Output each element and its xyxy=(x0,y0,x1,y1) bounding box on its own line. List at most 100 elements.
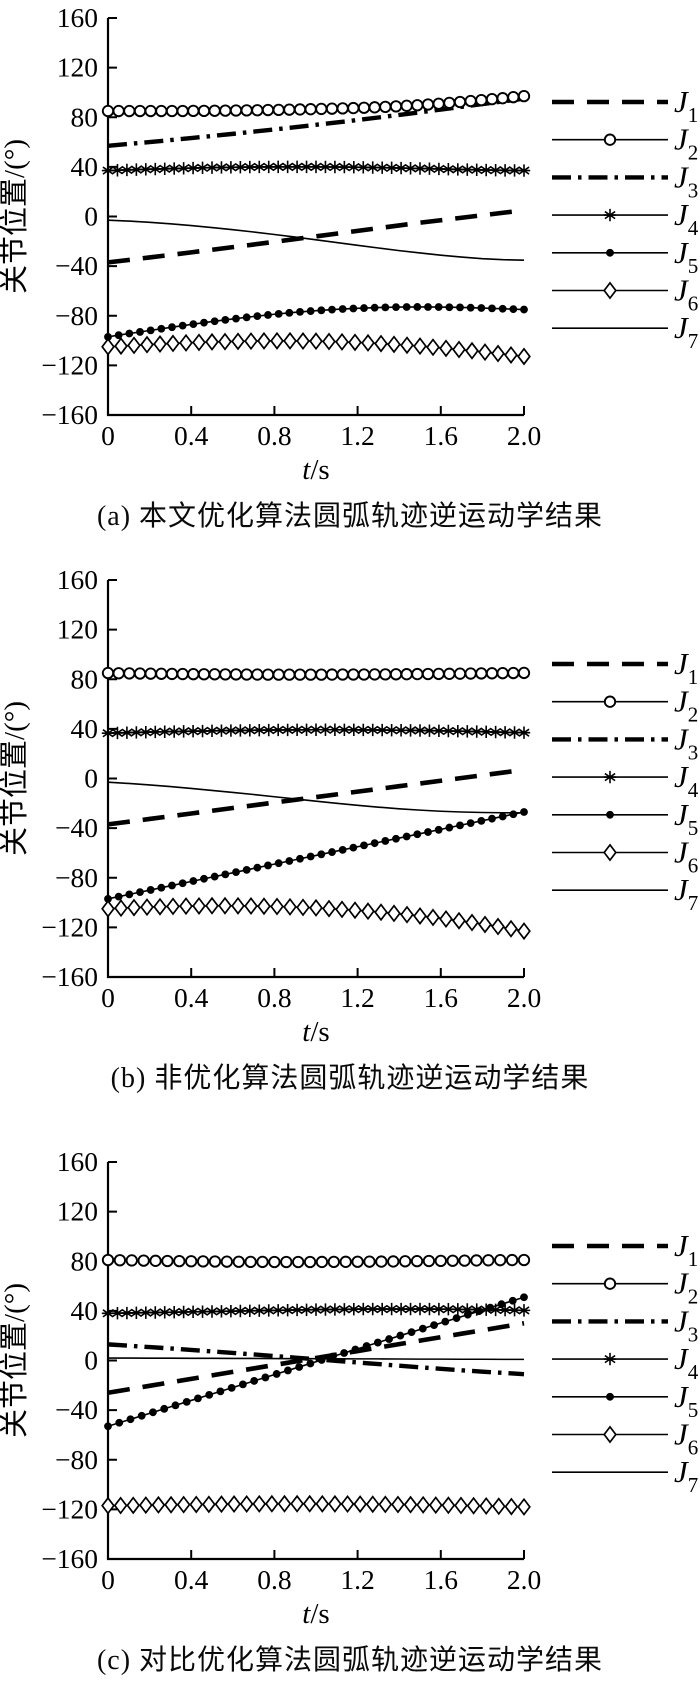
asterisk-marker xyxy=(234,1304,247,1318)
open-diamond-marker xyxy=(504,345,518,364)
figure-b: 160 120 80 40 0 −40 −80 −120 −160 0 0.4 0.8 1.2 1.6 2.… xyxy=(0,564,700,1096)
open-diamond-marker xyxy=(478,343,492,362)
asterisk-marker xyxy=(149,162,162,176)
open-circle-marker xyxy=(432,97,445,110)
open-diamond-marker xyxy=(452,340,466,359)
filled-circle-marker xyxy=(424,303,432,311)
open-circle-marker xyxy=(379,100,392,114)
open-diamond-marker xyxy=(465,341,479,360)
open-diamond-marker xyxy=(603,1425,617,1444)
x-tick-label: 0 xyxy=(101,420,115,451)
open-diamond-marker xyxy=(302,1494,317,1513)
asterisk-marker xyxy=(423,162,436,175)
open-circle-marker xyxy=(261,668,275,681)
series-markers-J6 xyxy=(101,331,531,366)
filled-circle-marker xyxy=(445,303,454,312)
asterisk-marker xyxy=(366,161,379,174)
open-circle-marker xyxy=(347,101,360,115)
filled-circle-marker xyxy=(296,854,304,863)
filled-circle-marker xyxy=(146,326,155,335)
open-circle-marker xyxy=(165,667,179,681)
asterisk-marker xyxy=(319,723,332,736)
asterisk-marker xyxy=(385,723,398,737)
legend-label: J4 xyxy=(674,197,699,240)
x-tick-label: 0 xyxy=(101,1564,115,1595)
asterisk-marker xyxy=(253,1304,266,1317)
asterisk-marker xyxy=(461,163,474,176)
filled-circle-marker xyxy=(488,814,496,823)
asterisk-marker xyxy=(366,1302,379,1316)
asterisk-marker xyxy=(167,1305,181,1319)
legend-label-subscript: 1 xyxy=(688,103,699,127)
filled-circle-marker xyxy=(149,1408,157,1417)
series-markers-J5 xyxy=(104,1293,528,1431)
filled-circle-marker xyxy=(413,830,422,839)
asterisk-marker xyxy=(215,161,228,174)
open-circle-marker xyxy=(327,1255,340,1269)
y-tick-label: −80 xyxy=(55,300,98,331)
legend-label-subscript: 2 xyxy=(688,141,699,165)
filled-circle-marker xyxy=(349,304,358,313)
open-circle-marker xyxy=(434,1254,447,1268)
open-diamond-marker xyxy=(439,339,453,358)
legend-label-subscript: 1 xyxy=(688,1247,699,1271)
legend-entry-J5: J5 xyxy=(552,1379,698,1422)
legend-entry-J1: J1 xyxy=(552,84,698,127)
asterisk-marker xyxy=(139,1306,153,1319)
open-circle-marker xyxy=(315,668,328,681)
filled-circle-marker xyxy=(242,313,251,322)
asterisk-marker xyxy=(489,1303,502,1317)
legend-entry-J3: J3 xyxy=(552,1303,698,1346)
y-tick-label: 160 xyxy=(57,2,98,33)
y-tick-label: 80 xyxy=(71,1245,99,1276)
asterisk-marker xyxy=(498,726,512,739)
legend-label-subscript: 6 xyxy=(688,854,699,878)
filled-circle-marker xyxy=(498,812,507,821)
open-diamond-marker xyxy=(192,333,206,352)
open-circle-marker xyxy=(272,668,285,681)
filled-circle-marker xyxy=(317,1356,326,1364)
asterisk-marker xyxy=(111,726,124,740)
open-circle-marker xyxy=(229,668,243,681)
legend-entry-J5: J5 xyxy=(552,235,698,278)
legend-label-subscript: 4 xyxy=(688,778,699,802)
filled-circle-marker xyxy=(508,1296,517,1305)
open-diamond-marker xyxy=(138,1496,153,1515)
open-diamond-marker xyxy=(101,1496,115,1515)
open-circle-marker xyxy=(187,668,200,681)
y-tick-label: 0 xyxy=(84,1345,98,1376)
open-circle-marker xyxy=(475,667,488,680)
open-diamond-marker xyxy=(201,1495,216,1514)
asterisk-marker xyxy=(186,724,200,738)
open-diamond-marker xyxy=(491,344,505,363)
filled-circle-marker xyxy=(434,303,443,311)
asterisk-marker xyxy=(177,1305,190,1319)
filled-circle-marker xyxy=(157,324,166,333)
asterisk-marker xyxy=(309,160,323,174)
open-diamond-marker xyxy=(166,334,180,353)
asterisk-marker xyxy=(404,1302,417,1316)
asterisk-marker xyxy=(120,163,134,177)
asterisk-marker xyxy=(508,1304,521,1317)
y-tick-label: 80 xyxy=(71,101,99,132)
open-diamond-marker xyxy=(126,1496,141,1515)
open-diamond-marker xyxy=(504,919,518,938)
open-circle-marker xyxy=(375,1255,388,1268)
filled-circle-marker xyxy=(351,1345,360,1354)
series-markers-J5 xyxy=(104,808,528,903)
open-diamond-marker xyxy=(491,917,505,936)
series-markers-J4 xyxy=(101,160,531,177)
open-diamond-marker xyxy=(378,1495,393,1514)
asterisk-marker xyxy=(253,160,266,174)
legend-label-subscript: 2 xyxy=(688,703,699,727)
x-axis-title: t/s xyxy=(302,1598,329,1630)
open-circle-marker xyxy=(101,666,115,680)
asterisk-marker xyxy=(139,163,153,176)
asterisk-marker xyxy=(262,723,275,737)
open-diamond-marker xyxy=(283,331,297,350)
filled-circle-marker xyxy=(488,304,496,313)
filled-circle-marker xyxy=(264,311,272,319)
asterisk-marker xyxy=(149,725,162,739)
